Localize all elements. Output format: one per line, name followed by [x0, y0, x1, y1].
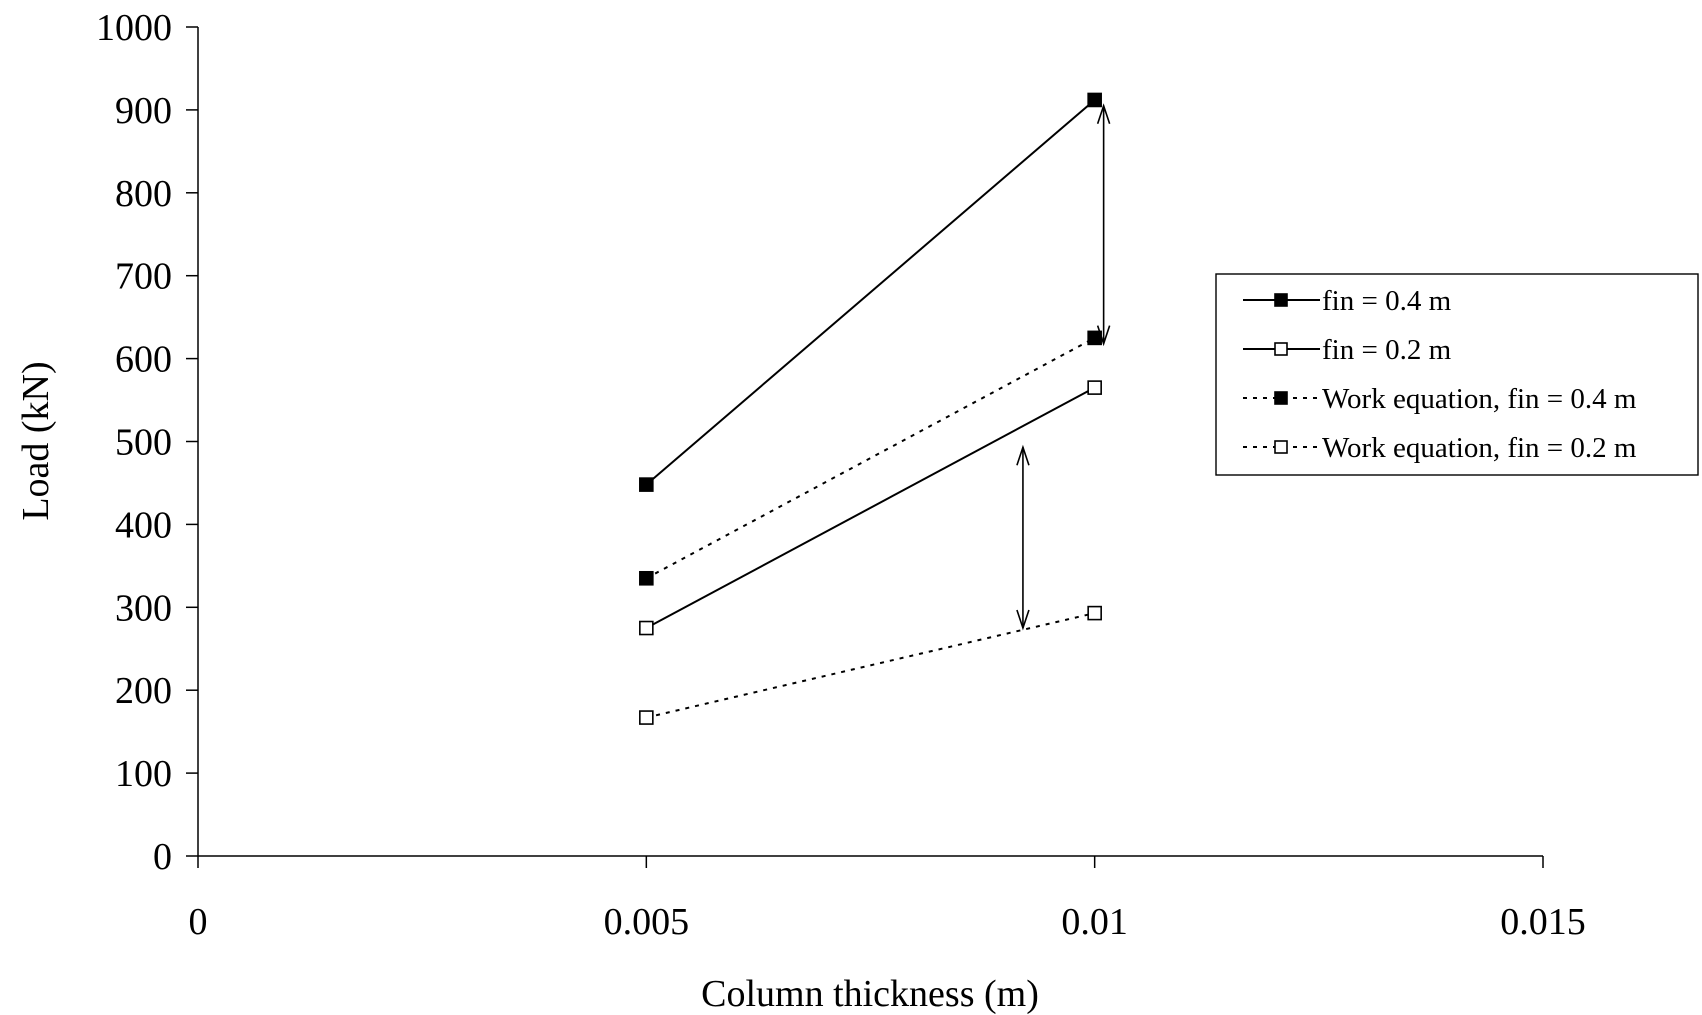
- legend-entry-3-label: Work equation, fin = 0.2 m: [1322, 432, 1637, 464]
- legend-entry-1-label: fin = 0.2 m: [1322, 334, 1452, 366]
- legend-entry-0: fin = 0.4 m: [1243, 285, 1452, 317]
- x-axis-title: Column thickness (m): [701, 973, 1039, 1015]
- series-0-point-1: [1087, 92, 1102, 108]
- series-0: [639, 92, 1102, 492]
- y-tick-label-1: 100: [115, 753, 172, 795]
- y-tick-label-4: 400: [115, 504, 172, 546]
- y-tick-label-5: 500: [115, 422, 172, 464]
- y-tick-label-0: 0: [153, 836, 172, 878]
- annotation-layer: [1016, 103, 1111, 631]
- y-tick-label-10: 1000: [96, 7, 172, 49]
- y-axis-title: Load (kN): [15, 361, 57, 520]
- legend-entry-0-label: fin = 0.4 m: [1322, 285, 1452, 317]
- y-tick-label-9: 900: [115, 90, 172, 132]
- x-tick-label-2: 0.01: [1061, 901, 1128, 943]
- y-tick-label-7: 700: [115, 256, 172, 298]
- legend-entry-0-marker: [1274, 293, 1288, 307]
- series-3: [639, 605, 1102, 725]
- legend-entry-3: Work equation, fin = 0.2 m: [1243, 432, 1637, 464]
- series-1-point-0: [639, 620, 654, 636]
- series-2-line: [645, 336, 1096, 580]
- legend-entry-1: fin = 0.2 m: [1243, 334, 1452, 366]
- legend-entry-2-label: Work equation, fin = 0.4 m: [1322, 383, 1637, 415]
- annotation-arrow-0-head-start: [1096, 103, 1111, 125]
- annotation-arrow-1-head-start: [1016, 444, 1030, 466]
- legend-entry-1-marker: [1274, 342, 1288, 356]
- legend: fin = 0.4 m fin = 0.2 m Work equation, fin…: [1215, 273, 1699, 476]
- annotation-arrow-1-head-end: [1016, 609, 1030, 631]
- x-tick-label-3: 0.015: [1500, 901, 1586, 943]
- y-tick-label-3: 300: [115, 587, 172, 629]
- x-tick-label-0: 0: [189, 901, 208, 943]
- series-3-point-0: [639, 710, 654, 725]
- annotation-arrow-0-head-end: [1096, 325, 1111, 347]
- legend-entry-2: Work equation, fin = 0.4 m: [1243, 383, 1637, 415]
- series-layer: [639, 92, 1102, 725]
- series-3-line: [646, 612, 1095, 719]
- series-1-point-1: [1087, 380, 1102, 395]
- y-tick-label-2: 200: [115, 670, 172, 712]
- annotation-arrow-0: [1096, 103, 1111, 347]
- legend-entry-3-marker: [1274, 440, 1288, 454]
- series-2-point-1: [1087, 330, 1102, 346]
- series-1: [639, 380, 1102, 636]
- annotation-arrow-1: [1016, 444, 1030, 631]
- series-1-line: [645, 386, 1096, 629]
- legend-entry-2-marker: [1274, 391, 1288, 405]
- x-tick-label-1: 0.005: [604, 901, 690, 943]
- y-tick-label-6: 600: [115, 339, 172, 381]
- y-tick-label-8: 800: [115, 173, 172, 215]
- series-0-point-0: [639, 477, 654, 492]
- series-2-point-0: [639, 570, 654, 586]
- series-3-point-1: [1087, 605, 1102, 621]
- series-2: [639, 330, 1102, 586]
- legend-box: [1215, 273, 1699, 476]
- series-0-line: [645, 99, 1096, 486]
- axes: 0 100 200 300 400 500 600 700 800 900 1000 0 0.005 0.…: [96, 7, 1586, 943]
